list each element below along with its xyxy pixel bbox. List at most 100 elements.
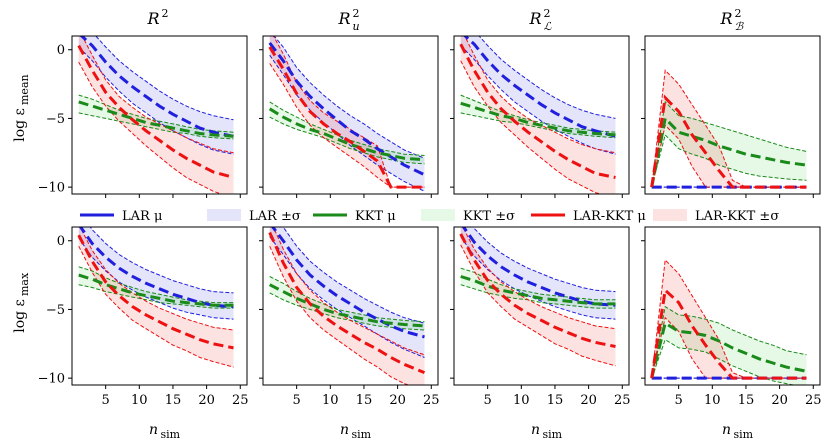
kkt-lower-line [269, 292, 425, 331]
kkt-upper-line [651, 305, 807, 379]
x-tick-label: 10 [513, 393, 530, 408]
panel-r1-c0: 5 10 15 20 25 0 −5 −10 [38, 226, 249, 408]
kkt-lower-line [269, 116, 425, 165]
legend-label: LAR-KKT ±σ [695, 209, 779, 224]
larkkt-upper-line [272, 227, 425, 356]
lar-lower-line [78, 46, 234, 155]
x-tick-label: 5 [293, 393, 301, 408]
plot-area [268, 227, 426, 385]
kkt-lower-line [78, 112, 234, 140]
larkkt-upper-line [81, 36, 234, 154]
x-axis-label-sub: sim [543, 428, 563, 441]
x-tick-label: 15 [165, 393, 182, 408]
x-axis-label-sub: sim [734, 428, 754, 441]
lar-upper-line [282, 227, 425, 324]
x-tick-label: 5 [484, 393, 492, 408]
y-axis-label-main: log ε [12, 299, 28, 333]
x-tick-label: 25 [423, 393, 440, 408]
y-tick-label: 0 [57, 43, 65, 58]
kkt-lower-line [651, 133, 807, 188]
kkt-mean-line [650, 320, 807, 379]
kkt-mean-line [269, 283, 425, 328]
panel-r0-c2 [450, 35, 630, 198]
larkkt-band [269, 36, 425, 188]
legend-label: LAR μ [122, 209, 162, 224]
x-tick-label: 15 [356, 393, 373, 408]
larkkt-band [651, 260, 807, 379]
legend-label: LAR-KKT μ [573, 209, 646, 224]
x-axis-label-main: n [149, 422, 158, 438]
y-tick-label: 0 [57, 234, 65, 249]
larkkt-band [78, 227, 234, 368]
column-title: R [146, 9, 159, 28]
legend-patch-swatch [421, 209, 455, 221]
kkt-mean-line [268, 107, 425, 162]
lar-lower-line [269, 236, 425, 358]
kkt-mean-line [78, 273, 234, 307]
legend-patch-swatch [653, 209, 687, 221]
axes-frame [262, 35, 439, 195]
kkt-upper-line [269, 101, 425, 156]
larkkt-upper-line [464, 36, 616, 154]
x-axis-label-sub: sim [352, 428, 372, 441]
larkkt-lower-line [78, 245, 234, 368]
panel-r1-c2: 5 10 15 20 25 [450, 226, 631, 408]
lar-band [78, 36, 234, 155]
kkt-band [651, 101, 807, 188]
y-tick-label: −5 [46, 303, 65, 318]
x-tick-label: 25 [805, 393, 822, 408]
column-title-sup: 2 [353, 7, 360, 20]
lar-lower-line [78, 237, 234, 320]
x-tick-label: 15 [738, 393, 755, 408]
lar-upper-line [89, 227, 234, 294]
larkkt-lower-line [460, 60, 603, 194]
kkt-upper-line [460, 94, 616, 133]
larkkt-mean-line [459, 233, 616, 348]
y-axis-label: log ε mean [12, 74, 31, 141]
larkkt-mean-line [77, 44, 234, 179]
lar-mean-line [268, 41, 426, 177]
y-tick-label: −10 [38, 181, 65, 196]
lar-band [78, 227, 234, 320]
kkt-upper-line [651, 100, 807, 188]
axes-frame [644, 226, 821, 386]
axes-frame [644, 35, 821, 195]
larkkt-upper-line [79, 227, 234, 331]
larkkt-upper-line [462, 227, 616, 330]
x-axis-label-main: n [340, 422, 349, 438]
x-tick-label: 10 [704, 393, 721, 408]
x-tick-label: 25 [232, 393, 249, 408]
column-title-sub: u [353, 20, 360, 33]
larkkt-band [269, 227, 425, 385]
x-tick-label: 20 [771, 393, 788, 408]
y-axis-label-main: log ε [12, 108, 28, 142]
lar-band [460, 227, 616, 320]
y-axis-label-sub: mean [18, 74, 31, 105]
larkkt-mean-line [650, 287, 807, 380]
x-axis-label-main: n [722, 422, 731, 438]
larkkt-upper-line [272, 36, 425, 188]
x-tick-label: 25 [614, 393, 631, 408]
legend: LAR μ LAR ±σ KKT μ KKT ±σ LAR-KKT μ LAR-KKT ±… [80, 209, 779, 224]
panel-r1-c3: 5 10 15 20 25 [641, 226, 822, 408]
legend-label: LAR ±σ [249, 209, 301, 224]
larkkt-mean-line [268, 46, 425, 189]
legend-patch-swatch [207, 209, 241, 221]
kkt-mean-line [78, 100, 234, 138]
larkkt-mean-line [650, 94, 807, 189]
column-title-sup: 2 [162, 7, 169, 20]
y-tick-label: −10 [38, 372, 65, 387]
lar-mean-line [79, 36, 234, 138]
larkkt-lower-line [78, 61, 223, 194]
lar-band [269, 36, 425, 192]
axes-frame [71, 226, 248, 386]
larkkt-mean-line [77, 234, 234, 350]
lar-upper-line [478, 36, 616, 119]
axes-frame [453, 35, 630, 195]
kkt-mean-line [650, 115, 807, 188]
larkkt-band [651, 70, 807, 188]
legend-label: KKT μ [355, 209, 396, 224]
axes-frame [71, 35, 248, 195]
lar-mean-line [462, 36, 616, 138]
